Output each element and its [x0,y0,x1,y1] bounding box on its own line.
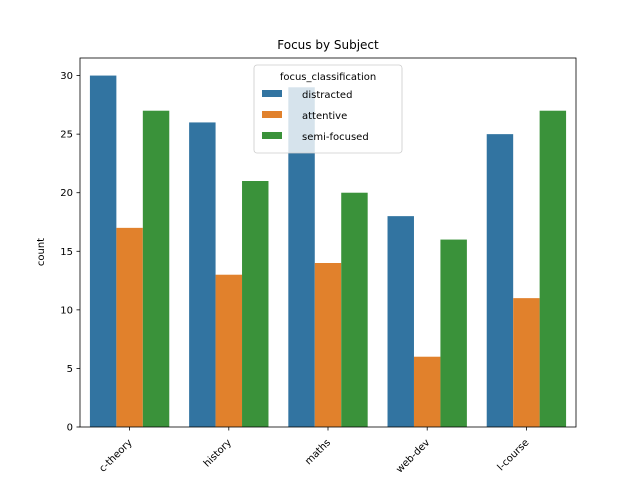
bar-semi-focused-history [242,181,269,427]
legend-label-attentive: attentive [302,111,347,122]
x-tick-label-l-course: l-course [496,437,532,473]
bar-attentive-l-course [513,298,540,427]
bars-group [89,75,567,428]
plot-frame [79,57,577,428]
bar-attentive-maths [314,263,342,427]
bar-distracted-history [189,122,216,427]
bar-distracted-l-course [486,134,514,427]
y-axis: 0 5 10 15 20 25 30 [60,71,80,434]
bar-semi-focused-maths [341,192,368,427]
legend: focus_classification distracted attentive s… [253,64,403,154]
bar-semi-focused-web-dev [440,239,467,427]
bar-distracted-web-dev [387,216,414,427]
x-tick-label-web-dev: web-dev [394,437,432,475]
y-tick-label-15: 15 [60,247,73,258]
legend-label-semi-focused: semi-focused [302,132,369,143]
y-tick-label-25: 25 [60,130,73,141]
y-tick-label-5: 5 [67,364,73,375]
x-tick-label-history: history [202,437,234,469]
x-tick-label-maths: maths [303,437,333,467]
chart-title: Focus by Subject [277,38,379,52]
bar-semi-focused-c-theory [142,110,170,427]
legend-title: focus_classification [280,72,376,83]
y-tick-label-30: 30 [60,71,73,82]
bar-attentive-history [215,274,243,427]
y-tick-label-20: 20 [60,188,73,199]
legend-box [253,64,403,154]
x-tick-label-c-theory: c-theory [97,437,134,474]
y-axis-label: count [36,238,47,266]
legend-label-distracted: distracted [302,90,352,101]
legend-swatch-semi-focused [262,132,282,139]
x-axis: c-theory history maths web-dev l-course [97,427,532,475]
legend-swatch-attentive [262,111,282,118]
y-tick-label-10: 10 [60,305,73,316]
bar-distracted-c-theory [89,75,117,428]
legend-swatch-distracted [262,90,282,97]
bar-semi-focused-l-course [539,110,567,427]
bar-attentive-c-theory [116,227,143,427]
bar-attentive-web-dev [413,356,441,427]
y-tick-label-0: 0 [67,423,73,434]
